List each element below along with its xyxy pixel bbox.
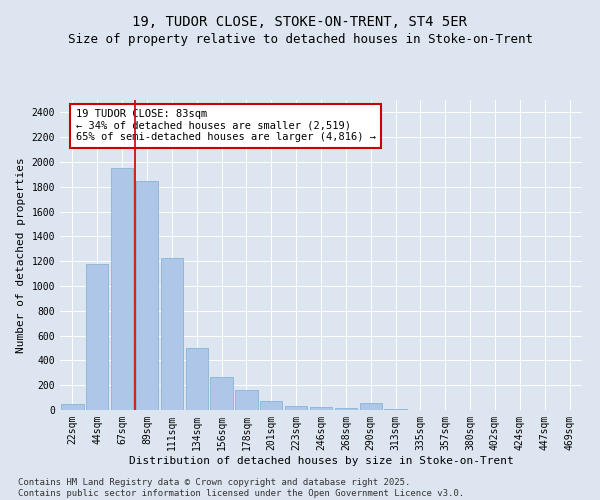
- Text: 19 TUDOR CLOSE: 83sqm
← 34% of detached houses are smaller (2,519)
65% of semi-d: 19 TUDOR CLOSE: 83sqm ← 34% of detached …: [76, 110, 376, 142]
- Bar: [310, 407, 332, 410]
- Bar: [61, 404, 83, 410]
- Bar: [136, 180, 158, 410]
- Bar: [111, 168, 133, 410]
- Bar: [161, 258, 183, 410]
- Bar: [211, 376, 233, 410]
- Bar: [359, 403, 382, 410]
- Bar: [235, 390, 257, 410]
- Bar: [86, 264, 109, 410]
- Text: 19, TUDOR CLOSE, STOKE-ON-TRENT, ST4 5ER: 19, TUDOR CLOSE, STOKE-ON-TRENT, ST4 5ER: [133, 15, 467, 29]
- Bar: [285, 406, 307, 410]
- Bar: [260, 400, 283, 410]
- Text: Contains HM Land Registry data © Crown copyright and database right 2025.
Contai: Contains HM Land Registry data © Crown c…: [18, 478, 464, 498]
- Text: Size of property relative to detached houses in Stoke-on-Trent: Size of property relative to detached ho…: [67, 32, 533, 46]
- Bar: [185, 348, 208, 410]
- Y-axis label: Number of detached properties: Number of detached properties: [16, 157, 26, 353]
- Bar: [335, 408, 357, 410]
- X-axis label: Distribution of detached houses by size in Stoke-on-Trent: Distribution of detached houses by size …: [128, 456, 514, 466]
